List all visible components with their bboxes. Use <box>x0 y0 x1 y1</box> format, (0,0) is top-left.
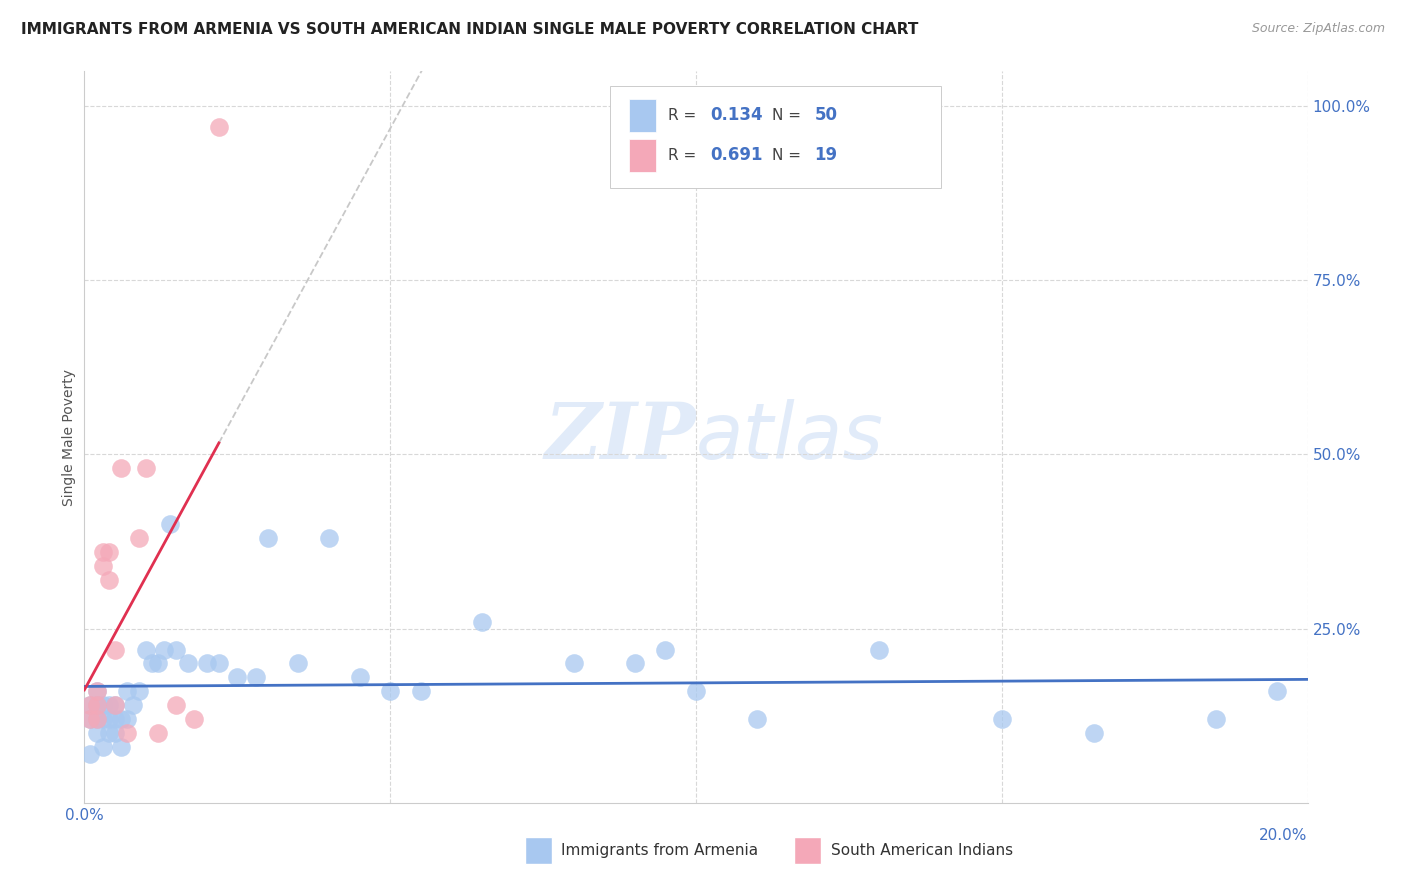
Point <box>110 740 132 755</box>
Point <box>91 740 114 755</box>
Point <box>318 531 340 545</box>
Point <box>91 698 114 713</box>
Point <box>86 698 108 713</box>
Point <box>991 712 1014 726</box>
FancyBboxPatch shape <box>524 838 551 863</box>
FancyBboxPatch shape <box>628 99 655 132</box>
Point <box>135 461 157 475</box>
Point <box>91 558 114 573</box>
Point <box>183 712 205 726</box>
Point <box>110 712 132 726</box>
Point <box>86 712 108 726</box>
Point <box>115 712 138 726</box>
Point <box>97 698 120 713</box>
Point <box>380 684 402 698</box>
Point <box>685 684 707 698</box>
Point <box>79 747 101 761</box>
Point <box>208 120 231 134</box>
FancyBboxPatch shape <box>628 139 655 172</box>
Point <box>409 684 432 698</box>
Point <box>86 684 108 698</box>
FancyBboxPatch shape <box>794 838 821 863</box>
Text: atlas: atlas <box>696 399 884 475</box>
Point <box>654 642 676 657</box>
Text: Immigrants from Armenia: Immigrants from Armenia <box>561 843 759 858</box>
Text: South American Indians: South American Indians <box>831 843 1012 858</box>
Point <box>349 670 371 684</box>
Point <box>122 698 145 713</box>
Text: N =: N = <box>772 108 806 123</box>
Point <box>747 712 769 726</box>
Point <box>110 461 132 475</box>
Point <box>97 545 120 559</box>
Point <box>97 573 120 587</box>
Point <box>153 642 176 657</box>
Point <box>165 642 187 657</box>
Point <box>245 670 267 684</box>
Point <box>86 726 108 740</box>
Point <box>624 657 647 671</box>
Point <box>128 684 150 698</box>
Point <box>115 684 138 698</box>
Point <box>1083 726 1105 740</box>
Point <box>86 684 108 698</box>
Point <box>86 698 108 713</box>
Point <box>86 712 108 726</box>
Point <box>91 545 114 559</box>
Text: ZIP: ZIP <box>544 399 696 475</box>
Point <box>97 712 120 726</box>
Point <box>97 726 120 740</box>
Point <box>287 657 309 671</box>
Point <box>471 615 494 629</box>
Point <box>79 712 101 726</box>
Text: 50: 50 <box>814 106 838 124</box>
Point <box>115 726 138 740</box>
Point <box>104 698 127 713</box>
Point <box>257 531 280 545</box>
Point <box>141 657 163 671</box>
Point <box>159 517 181 532</box>
Text: R =: R = <box>668 148 702 163</box>
Point <box>195 657 218 671</box>
FancyBboxPatch shape <box>610 86 941 188</box>
Point <box>1205 712 1227 726</box>
Point <box>208 657 231 671</box>
Point <box>104 698 127 713</box>
Text: 0.691: 0.691 <box>710 146 763 164</box>
Text: 0.134: 0.134 <box>710 106 763 124</box>
Point <box>79 698 101 713</box>
Point <box>146 726 169 740</box>
Point <box>104 642 127 657</box>
Point <box>1265 684 1288 698</box>
Point <box>79 712 101 726</box>
Point <box>79 698 101 713</box>
Text: 19: 19 <box>814 146 838 164</box>
Text: IMMIGRANTS FROM ARMENIA VS SOUTH AMERICAN INDIAN SINGLE MALE POVERTY CORRELATION: IMMIGRANTS FROM ARMENIA VS SOUTH AMERICA… <box>21 22 918 37</box>
Point <box>146 657 169 671</box>
Point <box>104 726 127 740</box>
Point <box>91 712 114 726</box>
Text: Source: ZipAtlas.com: Source: ZipAtlas.com <box>1251 22 1385 36</box>
Point <box>177 657 200 671</box>
Point <box>135 642 157 657</box>
Point <box>104 712 127 726</box>
Point <box>869 642 891 657</box>
Point <box>226 670 249 684</box>
Point <box>128 531 150 545</box>
Point <box>562 657 585 671</box>
Text: R =: R = <box>668 108 702 123</box>
Text: N =: N = <box>772 148 806 163</box>
Point <box>165 698 187 713</box>
Y-axis label: Single Male Poverty: Single Male Poverty <box>62 368 76 506</box>
Text: 20.0%: 20.0% <box>1260 828 1308 843</box>
